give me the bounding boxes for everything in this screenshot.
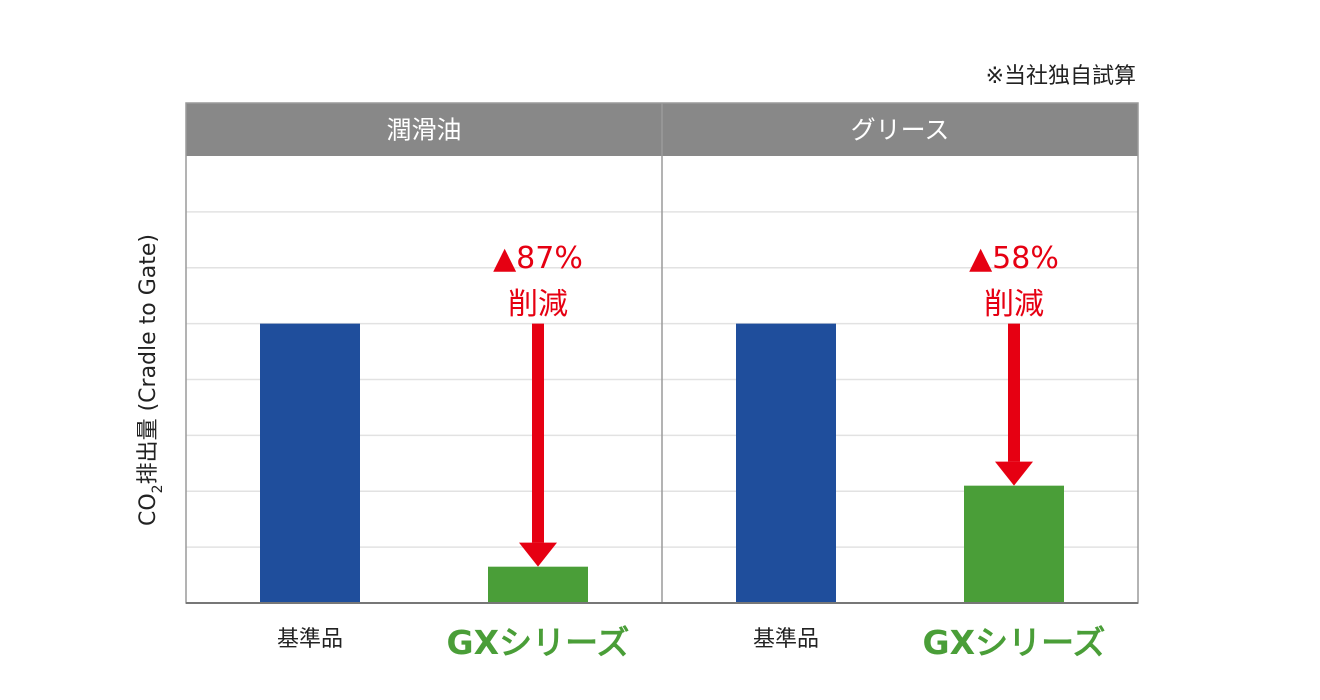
reduction-arrow-shaft <box>532 323 544 543</box>
reduction-percent: ▲87% <box>493 241 583 276</box>
panel-title: グリース <box>851 116 950 145</box>
reduction-label: 削減 <box>984 287 1044 322</box>
reduction-label: 削減 <box>508 287 568 322</box>
bar-baseline <box>736 323 836 603</box>
category-label-gx: GXシリーズ <box>447 623 630 662</box>
bar-gx <box>488 566 588 603</box>
category-label-baseline: 基準品 <box>277 627 343 652</box>
chart-frame <box>185 102 1139 604</box>
reduction-arrow-head <box>995 461 1033 486</box>
category-label-gx: GXシリーズ <box>923 623 1106 662</box>
chart-note: ※当社独自試算 <box>986 64 1136 89</box>
bar-gx <box>964 485 1064 603</box>
reduction-percent: ▲58% <box>969 241 1059 276</box>
reduction-arrow-head <box>519 542 557 567</box>
y-axis-label-subscript: 2 <box>150 484 166 493</box>
y-axis-label-suffix: 排出量 (Cradle to Gate) <box>136 234 161 484</box>
category-label-baseline: 基準品 <box>753 627 819 652</box>
y-axis-label-prefix: CO <box>136 493 161 526</box>
reduction-arrow-shaft <box>1008 323 1020 462</box>
panel-title: 潤滑油 <box>386 116 461 145</box>
panel-header <box>662 103 1138 156</box>
y-axis-label: CO2排出量 (Cradle to Gate) <box>136 234 166 526</box>
panel-header <box>186 103 662 156</box>
bar-baseline <box>260 323 360 603</box>
